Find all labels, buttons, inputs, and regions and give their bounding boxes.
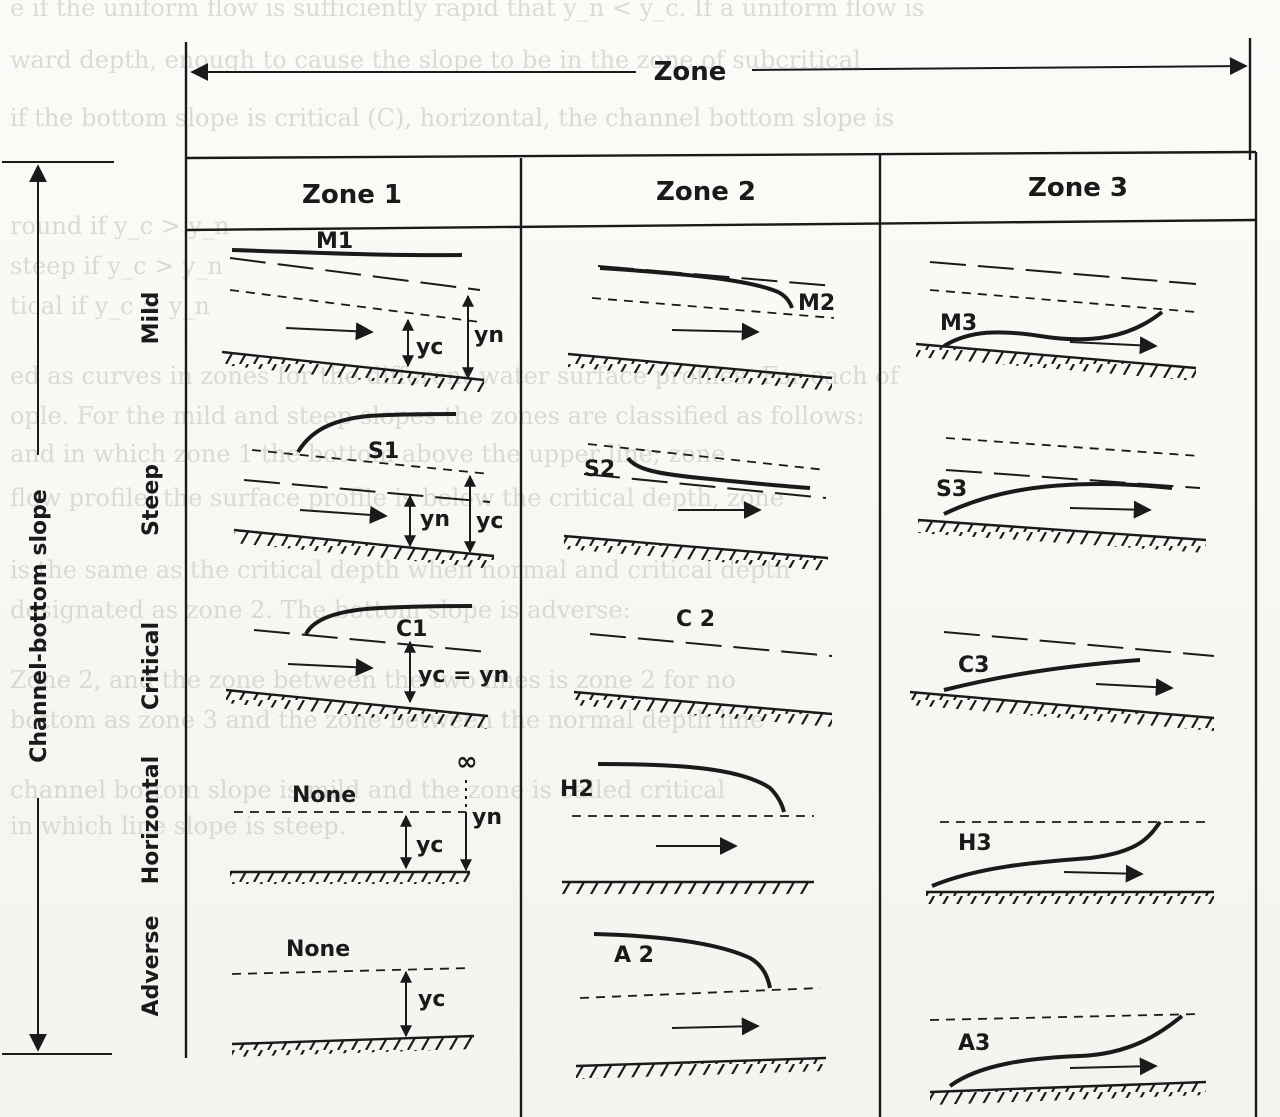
zone-2-header: Zone 2 [656,177,756,207]
cell-steep-zone3 [917,437,1207,553]
bg-line: in which line slope is steep. [10,812,347,840]
cell-horizontal-zone3 [926,820,1214,904]
cell-horizontal-zone1 [230,780,472,884]
bg-line: and in which zone 1 the bottom above the… [10,440,726,468]
curve-label-c1: C1 [396,617,427,642]
bg-line: round if y_c > y_n [10,212,230,240]
bg-line: flow profile, the surface profile is bel… [10,484,784,512]
curve-label-m2: M2 [798,291,835,316]
bg-line: channel bottom slope is mild and the zon… [10,776,726,804]
row-label-critical: Critical [139,622,164,710]
depth-label-yn: yn [472,805,502,830]
cell-mild-zone2 [567,265,835,391]
cell-adverse-zone2 [575,932,827,1079]
curve-label-m3: M3 [940,311,977,336]
zone-1-header: Zone 1 [302,180,402,210]
curve-label-h2: H2 [560,777,594,802]
curve-label-none: None [286,937,350,962]
curve-label-c3: C3 [958,653,989,678]
bg-line: e if the uniform flow is sufficiently ra… [10,0,925,22]
bg-line: if the bottom slope is critical (C), hor… [10,104,895,132]
cell-adverse-zone1 [231,967,475,1057]
depth-label-yc: yc [476,509,503,534]
depth-label-yc: yc [416,833,443,858]
depth-label-yn: yn [420,507,450,532]
depth-label-yn: yn [474,323,504,348]
row-label-horizontal: Horizontal [139,756,164,884]
bg-line: ward depth, enough to cause the slope to… [10,46,861,74]
cell-adverse-zone3 [929,1013,1207,1105]
cell-mild-zone3 [915,261,1197,381]
cell-critical-zone1 [225,604,489,729]
bg-line: tical if y_c = y_n [10,292,210,320]
curve-label-m1: M1 [316,229,353,254]
curve-label-s3: S3 [936,477,967,502]
zone-span-arrow [190,57,1248,81]
cell-steep-zone1 [233,412,495,569]
curve-label-a2: A 2 [614,943,654,968]
cell-critical-zone2 [573,633,833,727]
zone-heading: Zone [654,57,727,87]
zone-3-header: Zone 3 [1028,173,1128,203]
slope-axis [2,161,114,1055]
bg-line: is the same as the critical depth when n… [10,556,791,584]
curve-label-none: None [292,783,356,808]
infinity-symbol: ∞ [456,747,478,777]
row-label-steep: Steep [139,464,164,536]
depth-label-yc-eq-yn: yc = yn [418,663,509,688]
slope-axis-label: Channel-bottom slope [27,489,52,763]
cell-horizontal-zone2 [562,762,814,894]
row-label-adverse: Adverse [139,916,164,1017]
depth-label-yc: yc [416,335,443,360]
cell-mild-zone1 [221,248,485,393]
row-label-mild: Mild [139,292,164,345]
curve-label-h3: H3 [958,831,992,856]
table-grid [184,38,1258,1117]
cell-steep-zone2 [563,443,829,571]
bg-line: steep if y_c > y_n [10,252,223,280]
depth-label-yc: yc [418,987,445,1012]
cell-critical-zone3 [909,631,1215,731]
curve-label-a3: A3 [958,1031,990,1056]
curve-label-s1: S1 [368,439,399,464]
curve-label-c2: C 2 [676,607,715,632]
curve-label-s2: S2 [584,457,615,482]
